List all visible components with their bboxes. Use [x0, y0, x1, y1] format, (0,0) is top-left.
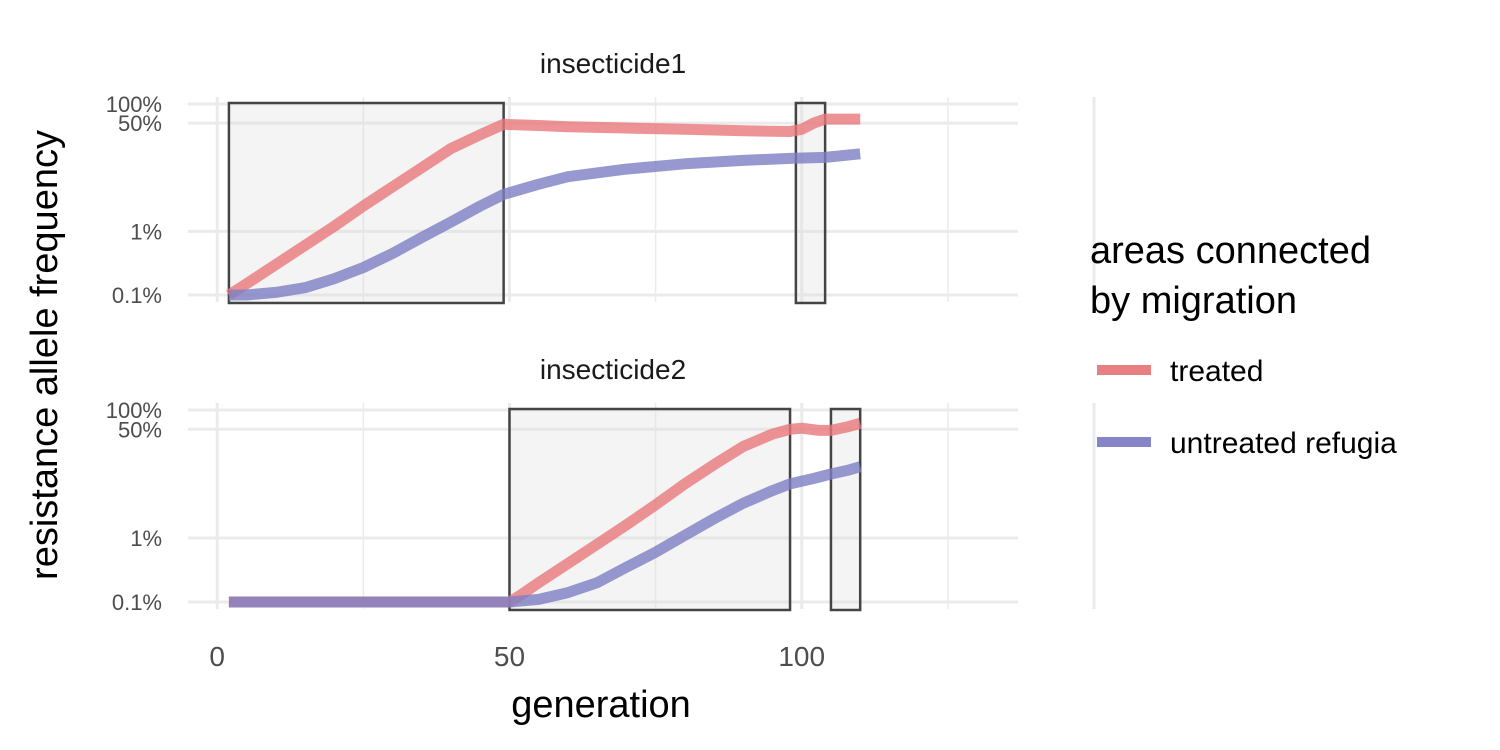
y-tick-label-1%: 1%	[130, 219, 162, 244]
panel-insecticide2: 0.1% 1% 50%100% insecticide2	[106, 354, 1096, 615]
x-tick-label-0: 0	[209, 641, 225, 672]
panels-layer: 0.1%1%50%100%insecticide10.1%1%50%100%in…	[106, 48, 1096, 615]
y-tick-label-50%: 50%	[118, 417, 162, 442]
panel-insecticide1: 0.1% 1% 50%100% insecticide1	[106, 48, 1096, 308]
y-axis-title: resistance allele frequency	[24, 130, 66, 580]
x-axis-title: generation	[511, 684, 691, 726]
x-tick-label-50: 50	[494, 641, 525, 672]
y-tick-label-100%: 100%	[106, 398, 162, 423]
legend-label-untreated-refugia: untreated refugia	[1170, 427, 1397, 460]
y-tick-label-100%: 100%	[106, 92, 162, 117]
series-line-untreated-refugia	[228, 148, 861, 301]
legend-label-treated: treated	[1170, 355, 1263, 388]
y-tick-label-0.1%: 0.1%	[112, 590, 162, 615]
series-line-untreated-refugia	[228, 461, 862, 608]
y-tick-label-50%: 50%	[118, 111, 162, 136]
panel-title-insecticide1: insecticide1	[540, 48, 686, 79]
x-tick-label-100: 100	[778, 641, 825, 672]
legend-title-line-2: by migration	[1090, 280, 1297, 322]
legend-title-line-1: areas connected	[1090, 230, 1371, 272]
panel-title-insecticide2: insecticide2	[540, 354, 686, 385]
legend: areas connected by migration treated unt…	[1090, 230, 1397, 460]
spray-period-box-1	[794, 101, 827, 305]
spray-period-box-1	[829, 407, 862, 612]
y-tick-label-0.1%: 0.1%	[112, 283, 162, 308]
x-axis: 0 50 100	[209, 641, 825, 672]
series-line-treated	[225, 113, 861, 300]
series-line-treated	[228, 418, 862, 608]
y-tick-label-1%: 1%	[130, 526, 162, 551]
